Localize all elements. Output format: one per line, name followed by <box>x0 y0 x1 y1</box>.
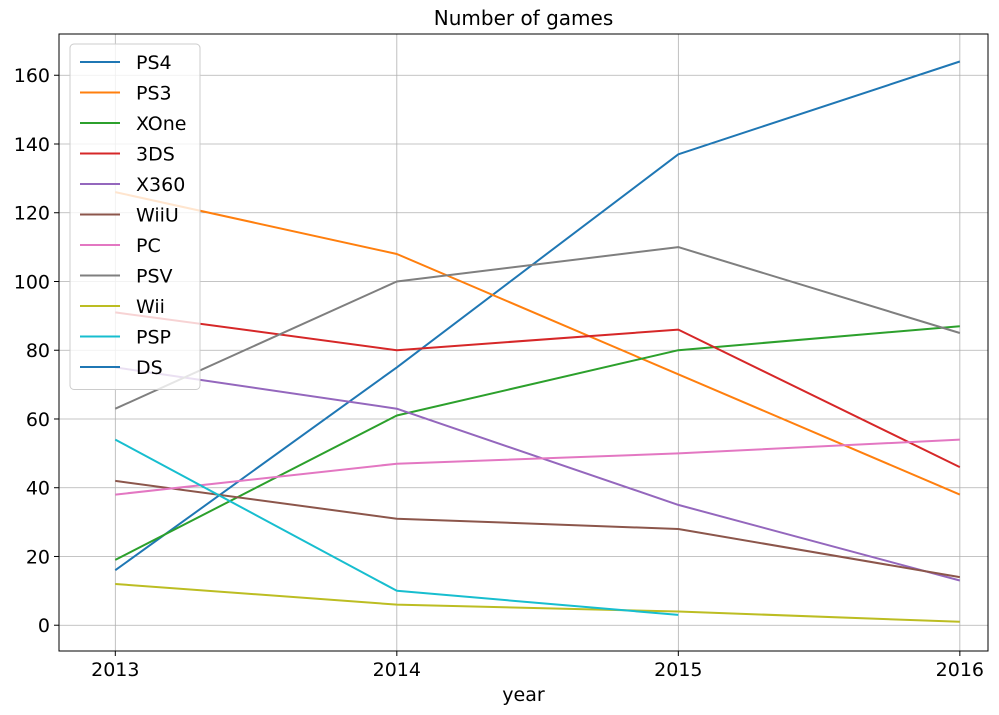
legend-label-pc: PC <box>136 235 161 257</box>
legend-label-wii: Wii <box>136 296 165 318</box>
chart-title: Number of games <box>434 6 614 30</box>
y-tick-label: 0 <box>38 615 50 637</box>
plot-area-frame <box>58 33 989 652</box>
series-lines <box>114 60 961 623</box>
y-tick-label: 40 <box>26 478 50 500</box>
series-line-ps4 <box>114 60 961 572</box>
grid <box>59 34 988 651</box>
legend-label-ds: DS <box>136 357 163 379</box>
legend-label-xone: XOne <box>136 113 187 135</box>
legend-label-wiiu: WiiU <box>136 205 179 227</box>
x-tick-label: 2015 <box>654 659 702 681</box>
legend-label-psv: PSV <box>136 266 173 288</box>
series-line-psp <box>114 438 679 616</box>
y-tick-label: 20 <box>26 546 50 568</box>
y-tick-label: 100 <box>14 271 50 293</box>
legend: PS4 PS3 XOne 3DS X360 WiiU PC PSV Wii PSP DS <box>69 43 201 390</box>
series-line-ps3 <box>115 191 961 496</box>
x-tick-label: 2013 <box>91 659 139 681</box>
y-tick-label: 160 <box>14 65 50 87</box>
x-axis-label: year <box>502 684 545 706</box>
series-line-psv <box>114 246 961 410</box>
legend-label-psp: PSP <box>136 327 171 349</box>
y-tick-label: 120 <box>14 203 50 225</box>
y-tick-label: 140 <box>14 134 50 156</box>
y-tick-label: 80 <box>26 340 50 362</box>
series-line-wii <box>115 583 960 623</box>
legend-label-3ds: 3DS <box>136 144 175 166</box>
legend-label-ps3: PS3 <box>136 83 172 105</box>
series-line-x360 <box>115 366 961 582</box>
legend-box <box>69 43 201 390</box>
axis-ticks: 2013 2014 2015 2016 0 20 40 60 80 100 120 140 160 <box>14 65 984 681</box>
series-line-3ds <box>115 311 961 468</box>
series-line-wiiu <box>115 479 960 579</box>
series-line-xone <box>114 325 960 561</box>
legend-label-x360: X360 <box>136 174 185 196</box>
x-tick-label: 2016 <box>936 659 984 681</box>
y-tick-label: 60 <box>26 409 50 431</box>
legend-label-ps4: PS4 <box>136 52 172 74</box>
series-line-pc <box>115 438 960 496</box>
x-tick-label: 2014 <box>373 659 421 681</box>
